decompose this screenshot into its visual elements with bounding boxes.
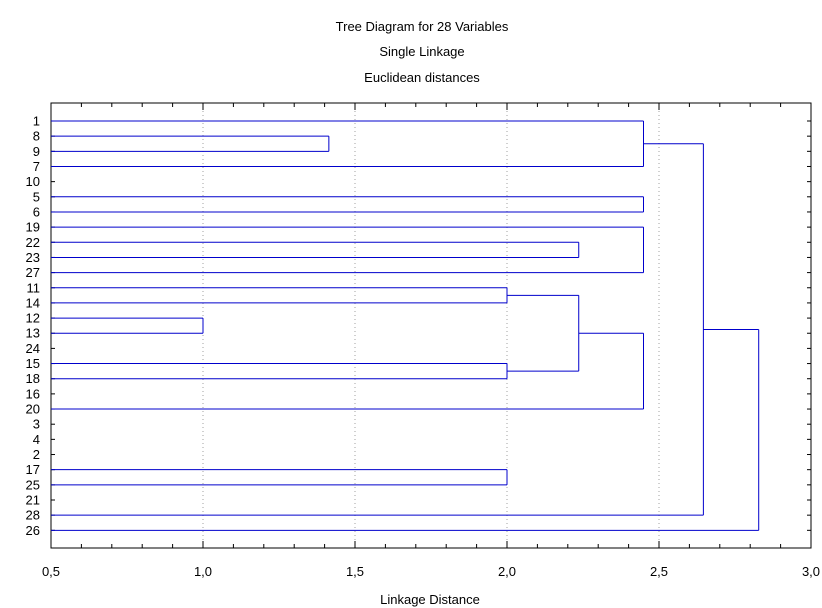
leaf-label: 19 bbox=[26, 220, 40, 235]
x-tick-label: 2,0 bbox=[498, 564, 516, 579]
leaf-labels: 1897105619222327111412132415181620342172… bbox=[26, 114, 40, 538]
x-tick-label: 3,0 bbox=[802, 564, 820, 579]
chart-subtitle-distance: Euclidean distances bbox=[364, 70, 480, 85]
leaf-label: 1 bbox=[33, 114, 40, 129]
leaf-label: 25 bbox=[26, 477, 40, 492]
leaf-label: 22 bbox=[26, 235, 40, 250]
leaf-label: 15 bbox=[26, 356, 40, 371]
leaf-label: 26 bbox=[26, 523, 40, 538]
leaf-label: 16 bbox=[26, 386, 40, 401]
leaf-label: 21 bbox=[26, 493, 40, 508]
leaf-label: 3 bbox=[33, 417, 40, 432]
leaf-label: 4 bbox=[33, 432, 40, 447]
x-axis-label: Linkage Distance bbox=[380, 592, 480, 607]
leaf-label: 14 bbox=[26, 295, 40, 310]
grid-lines bbox=[202, 103, 660, 548]
x-tick-label: 0,5 bbox=[42, 564, 60, 579]
chart-subtitle-linkage: Single Linkage bbox=[379, 44, 464, 59]
leaf-label: 7 bbox=[33, 159, 40, 174]
leaf-label: 28 bbox=[26, 508, 40, 523]
x-tick-labels: 0,5 1,0 1,5 2,0 2,5 3,0 bbox=[42, 564, 820, 579]
leaf-label: 18 bbox=[26, 371, 40, 386]
leaf-label: 24 bbox=[26, 341, 40, 356]
leaf-label: 20 bbox=[26, 402, 40, 417]
leaf-label: 23 bbox=[26, 250, 40, 265]
leaf-label: 8 bbox=[33, 129, 40, 144]
dendrogram-links bbox=[51, 120, 760, 531]
leaf-label: 12 bbox=[26, 311, 40, 326]
chart-title: Tree Diagram for 28 Variables bbox=[336, 19, 509, 34]
x-tick-label: 1,5 bbox=[346, 564, 364, 579]
x-tick-label: 2,5 bbox=[650, 564, 668, 579]
leaf-label: 2 bbox=[33, 447, 40, 462]
leaf-label: 10 bbox=[26, 174, 40, 189]
leaf-label: 27 bbox=[26, 265, 40, 280]
leaf-label: 17 bbox=[26, 462, 40, 477]
leaf-label: 11 bbox=[27, 280, 41, 295]
x-tick-label: 1,0 bbox=[194, 564, 212, 579]
leaf-label: 6 bbox=[33, 204, 40, 219]
leaf-label: 5 bbox=[33, 189, 40, 204]
axis-ticks bbox=[50, 103, 812, 548]
leaf-label: 13 bbox=[26, 326, 40, 341]
leaf-label: 9 bbox=[33, 144, 40, 159]
plot-area-frame bbox=[50, 102, 812, 549]
